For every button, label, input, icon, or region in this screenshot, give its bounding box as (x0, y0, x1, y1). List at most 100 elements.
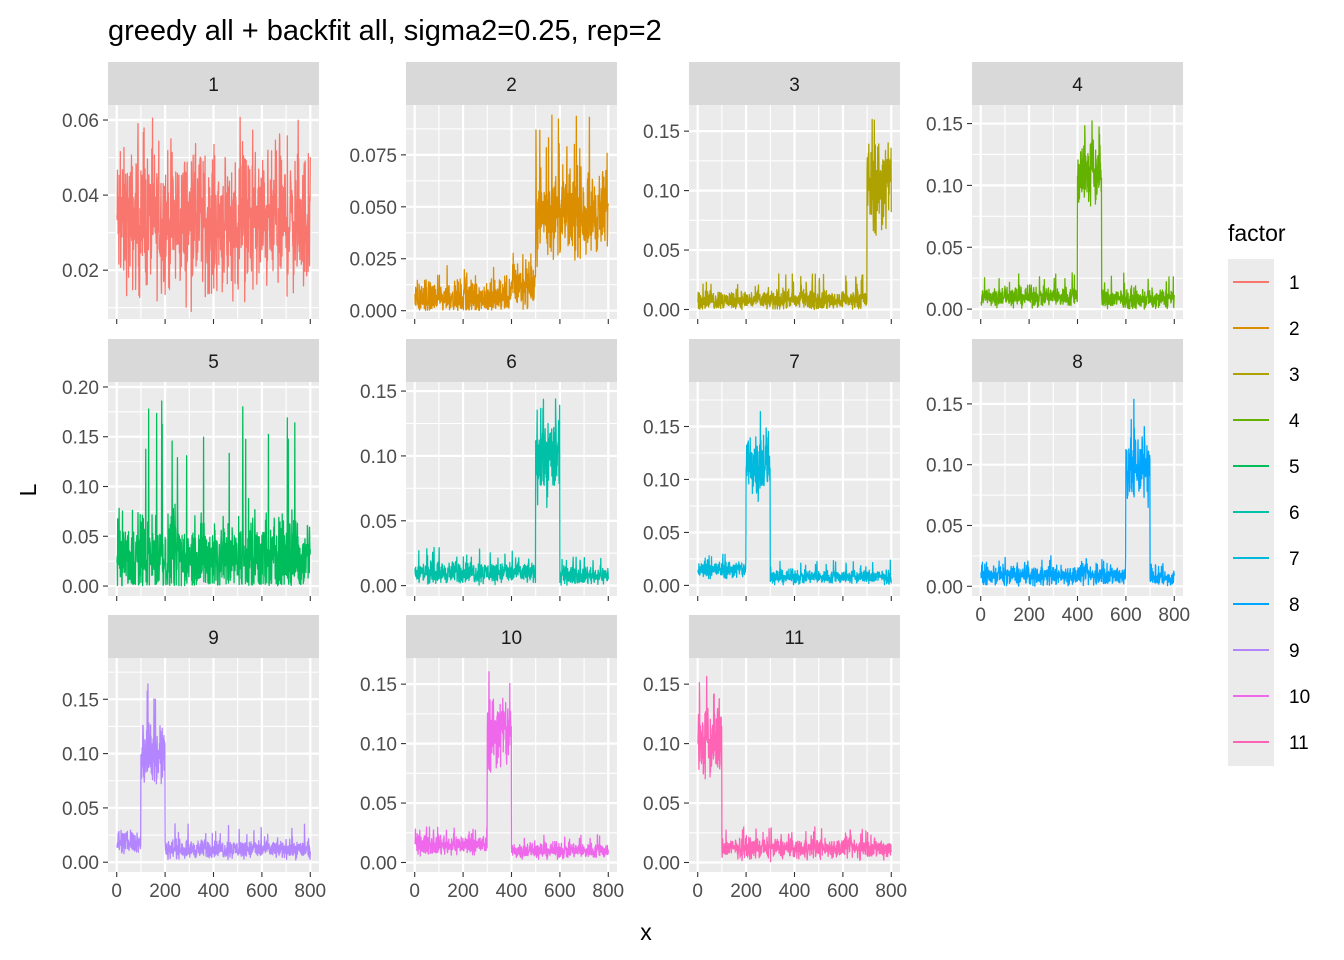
legend-label-11: 11 (1289, 733, 1309, 754)
x-tick-label: 200 (447, 881, 479, 902)
y-tick-label: 0.15 (360, 382, 397, 403)
x-tick-label: 800 (294, 881, 326, 902)
x-tick-label: 200 (730, 881, 762, 902)
y-tick-label: 0.075 (349, 146, 397, 167)
facet-panels: 10.020.040.0620.0000.0250.0500.07530.000… (62, 62, 1190, 902)
y-tick-label: 0.00 (62, 577, 99, 598)
y-tick-label: 0.00 (926, 300, 963, 321)
facet-strip (406, 62, 617, 105)
series-line-factor-10 (414, 671, 609, 861)
facet-strip-label: 8 (1072, 352, 1083, 373)
legend-label-7: 7 (1289, 549, 1300, 570)
y-tick-label: 0.05 (643, 523, 680, 544)
y-tick-label: 0.05 (643, 241, 680, 262)
y-tick-label: 0.15 (62, 690, 99, 711)
legend: factor 1 2 3 4 5 6 7 8 9 10 11 (1228, 220, 1310, 766)
facet-strip (108, 62, 319, 105)
facet-strip-label: 3 (789, 75, 800, 96)
y-tick-label: 0.15 (643, 122, 680, 143)
y-tick-label: 0.10 (360, 735, 397, 756)
y-tick-label: 0.06 (62, 111, 99, 132)
series-line-factor-5 (116, 400, 311, 587)
y-tick-label: 0.15 (360, 675, 397, 696)
facet-strip (108, 339, 319, 382)
y-tick-label: 0.10 (62, 745, 99, 766)
x-tick-label: 800 (1158, 605, 1190, 626)
facet-strip (406, 339, 617, 382)
legend-label-10: 10 (1289, 687, 1310, 708)
y-tick-label: 0.050 (349, 198, 397, 219)
facet-strip-label: 4 (1072, 75, 1083, 96)
y-tick-label: 0.04 (62, 186, 99, 207)
facet-strip-label: 10 (501, 628, 522, 649)
legend-label-8: 8 (1289, 595, 1300, 616)
legend-label-3: 3 (1289, 365, 1300, 386)
legend-label-5: 5 (1289, 457, 1300, 478)
y-tick-label: 0.025 (349, 250, 397, 271)
facet-panel-11: 11 0.00 0.05 0.10 0.15 0 200 400 600 800 (643, 615, 907, 902)
series-line-factor-6 (414, 398, 609, 586)
y-tick-label: 0.05 (62, 527, 99, 548)
facet-strip-label: 9 (208, 628, 219, 649)
x-tick-label: 400 (1062, 605, 1094, 626)
legend-title: factor (1228, 220, 1286, 246)
facet-strip (972, 62, 1183, 105)
y-tick-label: 0.00 (643, 576, 680, 597)
y-tick-label: 0.00 (643, 853, 680, 874)
facet-panel-5: 5 0.00 0.05 0.10 0.15 0.20 (62, 339, 319, 601)
y-tick-label: 0.00 (62, 853, 99, 874)
y-tick-label: 0.10 (926, 456, 963, 477)
x-tick-label: 200 (149, 881, 181, 902)
facet-panel-3: 3 0.00 0.05 0.10 0.15 (643, 62, 900, 324)
y-tick-label: 0.00 (643, 300, 680, 321)
series-line-factor-4 (980, 120, 1175, 310)
legend-label-2: 2 (1289, 319, 1300, 340)
chart-title: greedy all + backfit all, sigma2=0.25, r… (108, 15, 662, 47)
facet-strip (972, 339, 1183, 382)
y-tick-label: 0.00 (360, 577, 397, 598)
x-tick-label: 400 (198, 881, 230, 902)
x-tick-label: 600 (246, 881, 278, 902)
legend-label-6: 6 (1289, 503, 1300, 524)
facet-strip (689, 339, 900, 382)
facet-strip-label: 6 (506, 352, 517, 373)
x-tick-label: 400 (496, 881, 528, 902)
x-tick-label: 0 (692, 881, 703, 902)
y-tick-label: 0.15 (643, 675, 680, 696)
y-tick-label: 0.05 (62, 799, 99, 820)
facet-strip (406, 615, 617, 658)
y-tick-label: 0.15 (926, 115, 963, 136)
legend-label-4: 4 (1289, 411, 1300, 432)
facet-strip (689, 62, 900, 105)
x-tick-label: 0 (111, 881, 122, 902)
legend-label-9: 9 (1289, 641, 1300, 662)
series-line-factor-9 (116, 683, 311, 861)
y-tick-label: 0.00 (926, 577, 963, 598)
facet-strip-label: 5 (208, 352, 219, 373)
y-tick-label: 0.10 (926, 176, 963, 197)
facet-panel-1: 1 0.02 0.04 0.06 (62, 62, 319, 324)
series-line-factor-7 (697, 410, 892, 586)
x-axis-title: x (640, 919, 652, 945)
y-tick-label: 0.15 (926, 395, 963, 416)
legend-items: 1 2 3 4 5 6 7 8 9 10 11 (1233, 273, 1310, 754)
x-tick-label: 600 (1110, 605, 1142, 626)
y-tick-label: 0.10 (360, 447, 397, 468)
x-tick-label: 400 (779, 881, 811, 902)
facet-strip (689, 615, 900, 658)
y-tick-label: 0.05 (360, 794, 397, 815)
series-line-factor-1 (116, 116, 311, 313)
facet-strip-label: 2 (506, 75, 517, 96)
x-tick-label: 0 (409, 881, 420, 902)
x-tick-label: 800 (875, 881, 907, 902)
y-tick-label: 0.15 (62, 428, 99, 449)
facet-strip-label: 7 (789, 352, 800, 373)
series-line-factor-11 (697, 675, 892, 863)
y-tick-label: 0.15 (643, 417, 680, 438)
series-line-factor-3 (697, 118, 892, 311)
facet-strip-label: 1 (208, 75, 219, 96)
facet-panel-10: 10 0.00 0.05 0.10 0.15 0 200 400 600 800 (360, 615, 624, 902)
y-tick-label: 0.10 (643, 182, 680, 203)
x-tick-label: 600 (544, 881, 576, 902)
